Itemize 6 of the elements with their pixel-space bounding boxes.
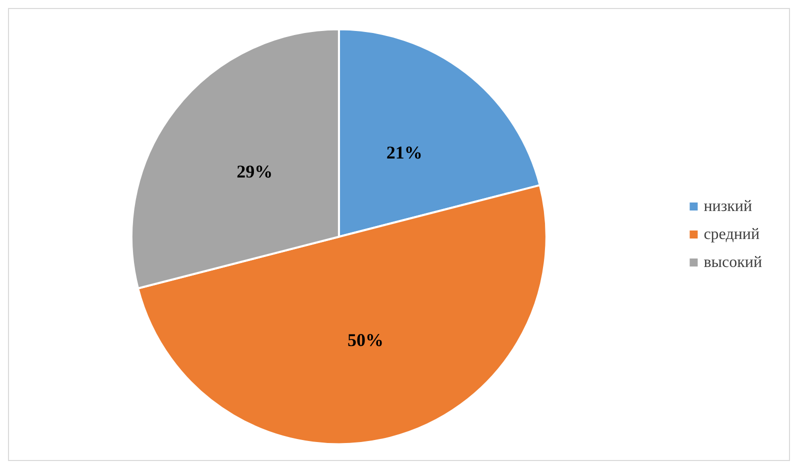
data-label: 21% <box>386 142 422 162</box>
legend-label: высокий <box>704 254 762 271</box>
data-label: 50% <box>347 330 384 350</box>
legend-label: низкий <box>704 198 752 215</box>
data-label: 29% <box>236 161 273 182</box>
legend-label: средний <box>704 226 760 243</box>
